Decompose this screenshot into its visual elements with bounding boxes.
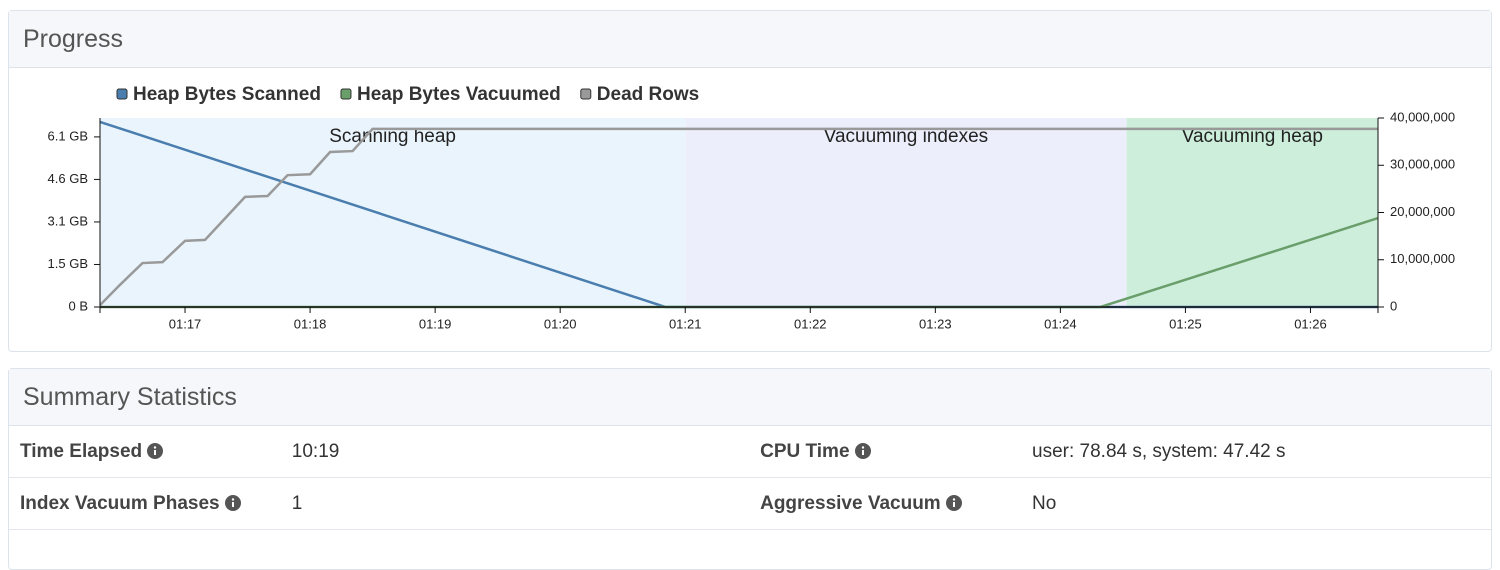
legend-label: Heap Bytes Scanned [133,84,321,105]
x-tick-label: 01:22 [794,316,827,331]
chart: Scanning heap Vacuuming indexes Vacuuming … [48,84,1456,331]
y-tick-label: 4.6 GB [48,171,88,186]
summary-table: Time Elapsed 10:19 CPU Time user: 78.84 s, … [9,426,1491,530]
x-tick-label: 01:26 [1294,316,1327,331]
x-tick-label: 01:21 [669,316,702,331]
series-line [99,127,1378,306]
label-text: CPU Time [760,440,850,462]
stat-label: CPU Time [749,426,1022,478]
summary-row: Index Vacuum Phases 1 Aggressive Vacuum No [9,477,1491,530]
phase-band [100,118,686,307]
info-icon [147,442,164,459]
info-icon [224,494,241,511]
value-text: No [1032,492,1057,514]
panel-title: Progress [9,11,1491,68]
value-text: 1 [291,492,303,514]
y2-tick-label: 30,000,000 [1390,157,1455,172]
stat-value: user: 78.84 s, system: 47.42 s [1021,426,1491,478]
legend-swatch [580,88,592,100]
x-tick-label: 01:24 [1044,316,1077,331]
legend-swatch [116,88,128,100]
stat-label: Aggressive Vacuum [749,477,1022,530]
y2-tick-label: 10,000,000 [1390,251,1455,266]
stat-value: No [1021,477,1491,530]
x-tick-label: 01:17 [169,316,202,331]
value-text: user: 78.84 s, system: 47.42 s [1032,440,1286,462]
x-tick-label: 01:18 [294,316,327,331]
legend-label: Heap Bytes Vacuumed [357,84,561,105]
page: Progress Scanning heap Vacuuming indexes V… [8,10,1492,570]
legend-swatch [340,88,352,100]
phase-label: Vacuuming heap [1182,126,1323,147]
phase-label: Vacuuming indexes [824,126,988,147]
phase-band [685,118,1127,307]
summary-panel: Summary Statistics Time Elapsed 10:19 CPU … [8,368,1492,570]
y-tick-label: 6.1 GB [48,128,88,143]
phase-band [1126,118,1378,307]
label-text: Index Vacuum Phases [20,492,220,514]
x-tick-label: 01:23 [919,316,952,331]
panel-title: Summary Statistics [9,369,1491,426]
x-tick-label: 01:20 [544,316,577,331]
y-tick-label: 1.5 GB [48,256,88,271]
summary-row: Time Elapsed 10:19 CPU Time user: 78.84 s, … [9,426,1491,478]
y2-tick-label: 20,000,000 [1390,204,1455,219]
stat-label: Index Vacuum Phases [9,477,281,530]
y2-tick-label: 40,000,000 [1390,109,1455,124]
y-tick-label: 0 B [68,298,88,313]
x-tick-label: 01:19 [419,316,452,331]
x-tick-label: 01:25 [1169,316,1202,331]
info-icon [945,494,962,511]
stat-value: 10:19 [280,426,750,478]
label-text: Time Elapsed [20,440,143,462]
y2-tick-label: 0 [1390,298,1397,313]
value-text: 10:19 [291,440,340,462]
legend-label: Dead Rows [597,84,699,105]
info-icon [854,442,871,459]
label-text: Aggressive Vacuum [760,492,941,514]
stat-label: Time Elapsed [9,426,281,478]
stat-value: 1 [280,477,750,530]
y-tick-label: 3.1 GB [48,213,88,228]
